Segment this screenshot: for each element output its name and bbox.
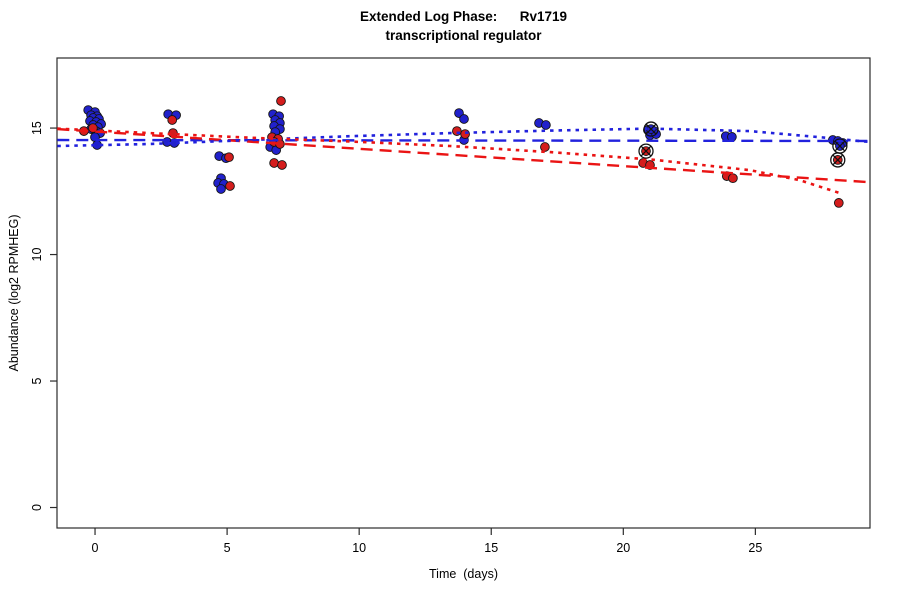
- x-tick-label: 20: [616, 541, 630, 555]
- x-tick-label: 25: [748, 541, 762, 555]
- data-point-red-points: [540, 142, 550, 152]
- y-axis-label: Abundance (log2 RPMHEG): [7, 214, 21, 372]
- data-point-blue-points: [216, 184, 226, 194]
- chart-title-line1: Extended Log Phase: Rv1719: [359, 9, 568, 24]
- data-point-red-points: [224, 152, 234, 163]
- plot-box: [56, 57, 871, 529]
- x-tick-label: 0: [92, 541, 99, 555]
- flagged-point-marker: [643, 121, 659, 137]
- data-point-blue-points: [459, 114, 469, 124]
- y-tick-label: 10: [30, 248, 44, 262]
- data-point-red-points: [225, 181, 235, 191]
- flagged-point-marker: [638, 143, 654, 159]
- x-tick-label: 10: [352, 541, 366, 555]
- trend-line-red-linear-fit: [57, 127, 871, 184]
- chart-title-line2: transcriptional regulator: [385, 28, 542, 43]
- x-tick-label: 5: [224, 541, 231, 555]
- x-axis-ticks: 0 5 10 15 20 25: [92, 528, 762, 555]
- trend-line-blue-quadratic-fit: [57, 127, 871, 148]
- data-point-red-points: [269, 158, 279, 168]
- data-point-red-points: [460, 129, 470, 139]
- flagged-points-layer: [638, 121, 848, 168]
- trend-line-red-quadratic-fit: [57, 127, 841, 195]
- y-tick-label: 0: [30, 504, 44, 511]
- data-point-red-points: [88, 123, 98, 133]
- flagged-point-marker: [830, 152, 846, 168]
- scatter-points-layer: [79, 96, 848, 208]
- data-point-blue-points: [541, 120, 551, 130]
- data-point-red-points: [167, 115, 178, 125]
- y-axis-ticks: 0 5 10 15: [30, 121, 57, 511]
- data-point-red-points: [276, 96, 286, 106]
- data-point-red-points: [277, 160, 287, 170]
- data-point-red-points: [728, 173, 738, 184]
- data-point-red-points: [833, 198, 844, 208]
- x-axis-label: Time (days): [429, 567, 498, 581]
- y-tick-label: 15: [30, 121, 44, 135]
- trend-lines-layer: [57, 127, 871, 195]
- x-tick-label: 15: [484, 541, 498, 555]
- y-tick-label: 5: [30, 378, 44, 385]
- trend-line-blue-linear-fit: [57, 138, 871, 143]
